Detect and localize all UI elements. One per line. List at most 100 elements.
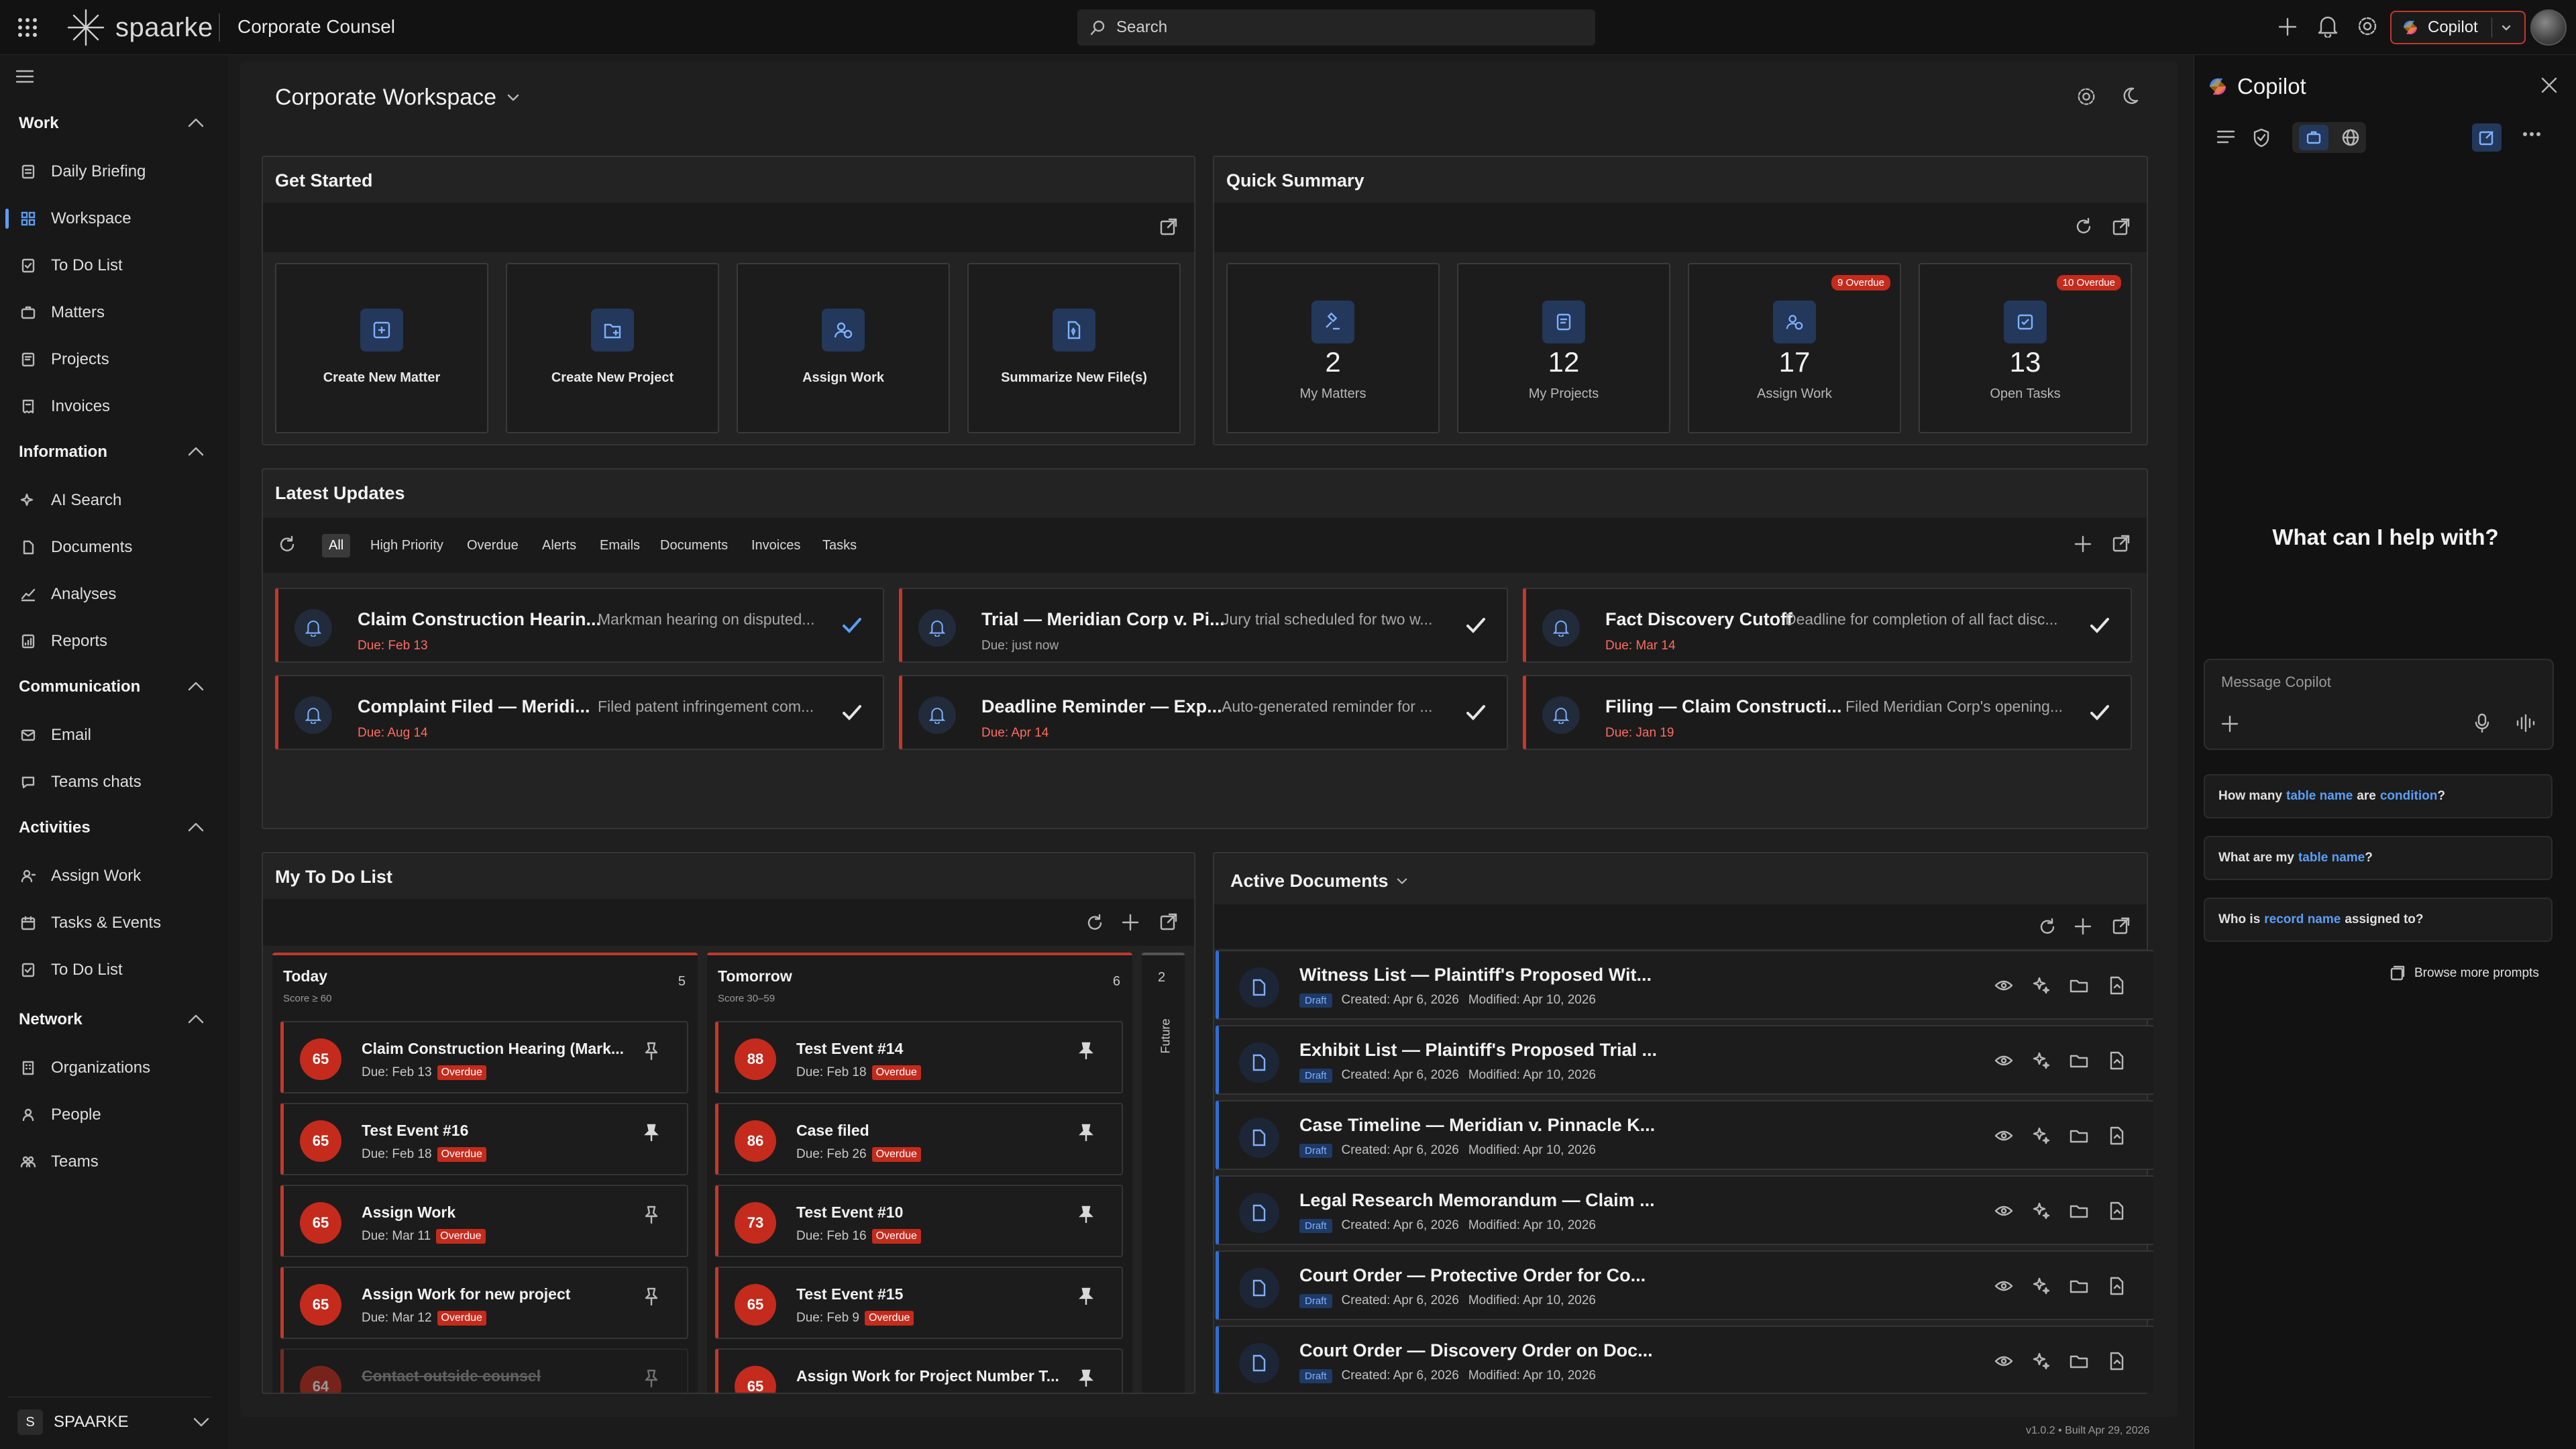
sidebar-item-matters[interactable]: Matters: [0, 294, 228, 331]
todo-item[interactable]: 65 Assign Work Due: Mar 11 Overdue: [280, 1185, 688, 1257]
sidebar-item-reports[interactable]: Reports: [0, 623, 228, 660]
update-card[interactable]: Complaint Filed — Meridi... Filed patent…: [275, 675, 884, 750]
filter-alerts[interactable]: Alerts: [542, 538, 577, 553]
web-mode-globe-icon[interactable]: [2341, 128, 2360, 147]
microphone-icon[interactable]: [2473, 712, 2491, 734]
document-row[interactable]: Court Order — Discovery Order on Doc... …: [1216, 1326, 2153, 1393]
pinned-icon[interactable]: [1077, 1123, 1095, 1143]
search-input[interactable]: Search: [1077, 9, 1595, 46]
add-icon[interactable]: [2073, 534, 2093, 554]
preview-eye-icon[interactable]: [1994, 1201, 2014, 1221]
mark-done-check-icon[interactable]: [2089, 703, 2110, 722]
mark-done-check-icon[interactable]: [841, 703, 863, 722]
documents-view-selector[interactable]: Active Documents: [1230, 871, 1409, 892]
update-card[interactable]: Filing — Claim Constructi... Filed Merid…: [1523, 675, 2132, 750]
open-external-icon[interactable]: [2112, 534, 2131, 553]
refresh-icon[interactable]: [2038, 918, 2057, 936]
pinned-icon[interactable]: [1077, 1368, 1095, 1389]
mark-done-check-icon[interactable]: [1465, 703, 1487, 722]
sidebar-item-assign-work[interactable]: Assign Work: [0, 857, 228, 895]
update-card[interactable]: Fact Discovery Cutoff Deadline for compl…: [1523, 588, 2132, 663]
todo-item[interactable]: 86 Case filed Due: Feb 26 Overdue: [715, 1103, 1123, 1175]
message-input[interactable]: Message Copilot: [2204, 659, 2554, 750]
document-row[interactable]: Legal Research Memorandum — Claim ... Dr…: [1216, 1175, 2153, 1245]
todo-column-future[interactable]: 2 Future: [1142, 953, 1185, 1393]
more-options-icon[interactable]: [2522, 130, 2542, 138]
mark-done-check-icon[interactable]: [841, 616, 863, 635]
sidebar-item-projects[interactable]: Projects: [0, 341, 228, 378]
open-file-icon[interactable]: [2106, 1201, 2127, 1221]
suggested-prompt[interactable]: What are my table name?: [2204, 836, 2553, 880]
refresh-icon[interactable]: [1085, 914, 1104, 932]
chevron-up-icon[interactable]: [186, 444, 205, 459]
sidebar-item-ai-search[interactable]: AI Search: [0, 482, 228, 519]
filter-overdue[interactable]: Overdue: [467, 538, 519, 553]
sidebar-item-analyses[interactable]: Analyses: [0, 576, 228, 613]
add-icon[interactable]: [2277, 16, 2298, 38]
create-new-matter-tile[interactable]: Create New Matter: [275, 263, 488, 433]
filter-all[interactable]: All: [322, 534, 351, 557]
open-folder-icon[interactable]: [2069, 975, 2089, 996]
chevron-up-icon[interactable]: [186, 1012, 205, 1026]
open-folder-icon[interactable]: [2069, 1276, 2089, 1296]
document-row[interactable]: Exhibit List — Plaintiff's Proposed Tria…: [1216, 1025, 2153, 1095]
open-folder-icon[interactable]: [2069, 1351, 2089, 1371]
sidebar-item-teams[interactable]: Teams: [0, 1143, 228, 1181]
pinned-icon[interactable]: [1077, 1041, 1095, 1061]
assign-work-tile[interactable]: Assign Work: [737, 263, 950, 433]
create-new-project-tile[interactable]: Create New Project: [506, 263, 719, 433]
preview-eye-icon[interactable]: [1994, 975, 2014, 996]
document-row[interactable]: Witness List — Plaintiff's Proposed Wit.…: [1216, 950, 2153, 1020]
work-mode-briefcase-icon[interactable]: [2298, 125, 2328, 150]
chevron-up-icon[interactable]: [186, 115, 205, 130]
sidebar-item-to-do-list-2[interactable]: To Do List: [0, 951, 228, 989]
open-file-icon[interactable]: [2106, 1051, 2127, 1071]
attach-add-icon[interactable]: [2220, 714, 2240, 734]
pin-icon[interactable]: [643, 1368, 660, 1389]
list-menu-icon[interactable]: [2216, 129, 2236, 145]
ai-sparkle-icon[interactable]: [2031, 1201, 2051, 1221]
filter-high-priority[interactable]: High Priority: [370, 538, 443, 553]
user-avatar[interactable]: [2530, 9, 2567, 46]
sidebar-item-tasks-events[interactable]: Tasks & Events: [0, 904, 228, 942]
voice-waveform-icon[interactable]: [2515, 714, 2535, 733]
todo-item[interactable]: 65 Test Event #15 Due: Feb 9 Overdue: [715, 1267, 1123, 1339]
shield-icon[interactable]: [2252, 127, 2271, 148]
open-external-icon[interactable]: [1159, 912, 1178, 931]
summarize-files-tile[interactable]: Summarize New File(s): [967, 263, 1181, 433]
sidebar-item-people[interactable]: People: [0, 1096, 228, 1134]
filter-emails[interactable]: Emails: [600, 538, 641, 553]
hamburger-menu-icon[interactable]: [15, 68, 35, 85]
workspace-title[interactable]: Corporate Workspace: [275, 85, 521, 111]
workspace-settings-gear-icon[interactable]: [2076, 86, 2097, 107]
assign-work-summary-tile[interactable]: 9 Overdue 17 Assign Work: [1688, 263, 1901, 433]
open-external-icon[interactable]: [2112, 217, 2131, 236]
open-folder-icon[interactable]: [2069, 1051, 2089, 1071]
filter-invoices[interactable]: Invoices: [751, 538, 801, 553]
open-tasks-tile[interactable]: 10 Overdue 13 Open Tasks: [1919, 263, 2132, 433]
sidebar-item-organizations[interactable]: Organizations: [0, 1049, 228, 1087]
open-folder-icon[interactable]: [2069, 1126, 2089, 1146]
sidebar-item-invoices[interactable]: Invoices: [0, 388, 228, 425]
mark-done-check-icon[interactable]: [1465, 616, 1487, 635]
brand-logo[interactable]: spaarke: [66, 5, 213, 50]
add-icon[interactable]: [1120, 912, 1140, 932]
todo-item-completed[interactable]: 64 Contact outside counsel: [280, 1348, 688, 1393]
todo-item[interactable]: 65 Test Event #16 Due: Feb 18 Overdue: [280, 1103, 688, 1175]
sidebar-item-workspace[interactable]: Workspace: [0, 200, 228, 237]
sidebar-item-email[interactable]: Email: [0, 716, 228, 754]
ai-sparkle-icon[interactable]: [2031, 1051, 2051, 1071]
pinned-icon[interactable]: [1077, 1205, 1095, 1225]
ai-sparkle-icon[interactable]: [2031, 1276, 2051, 1296]
open-folder-icon[interactable]: [2069, 1201, 2089, 1221]
chevron-down-icon[interactable]: [2500, 21, 2512, 34]
todo-item[interactable]: 65 Assign Work for new project Due: Mar …: [280, 1267, 688, 1339]
my-projects-tile[interactable]: 12 My Projects: [1457, 263, 1670, 433]
mark-done-check-icon[interactable]: [2089, 616, 2110, 635]
app-launcher-icon[interactable]: [17, 17, 38, 38]
refresh-icon[interactable]: [278, 535, 297, 554]
refresh-icon[interactable]: [2074, 217, 2093, 236]
open-file-icon[interactable]: [2106, 1126, 2127, 1146]
pinned-icon[interactable]: [643, 1123, 660, 1143]
pin-icon[interactable]: [643, 1041, 660, 1061]
